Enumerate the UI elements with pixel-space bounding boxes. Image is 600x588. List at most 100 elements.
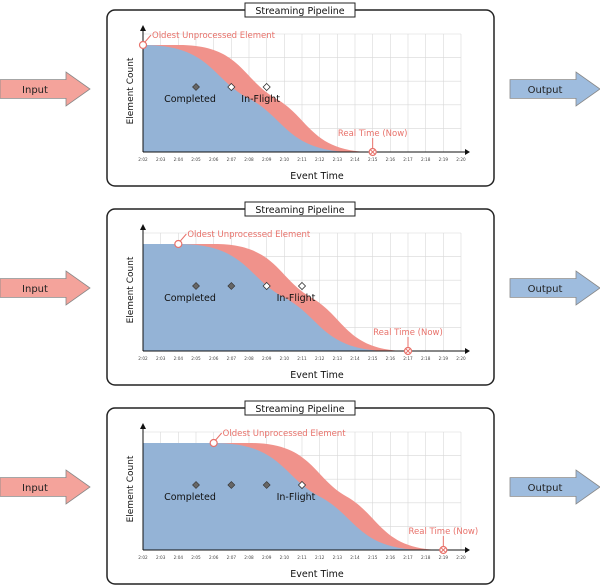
x-tick-label: 2:05	[191, 356, 201, 361]
completed-marker	[192, 83, 200, 91]
pipeline-panel: Streaming Pipeline 2:02 2:03 2:04 2:05 2:06 2:…	[106, 2, 495, 187]
x-tick-label: 2:02	[138, 356, 148, 361]
output-arrow: Output	[509, 270, 600, 306]
completed-marker	[227, 481, 236, 489]
oldest-element-leader	[144, 34, 152, 43]
oldest-element-leader	[179, 233, 187, 242]
completed-area	[143, 443, 426, 550]
x-tick-label: 2:18	[421, 555, 431, 560]
x-tick-label: 2:20	[456, 157, 466, 162]
y-axis-arrowhead	[140, 423, 146, 429]
title-box	[244, 400, 356, 416]
output-arrow-label: Output	[528, 85, 563, 96]
completed-area	[143, 45, 355, 152]
x-axis-label: Event Time	[290, 370, 344, 381]
completed-marker	[192, 481, 200, 489]
x-tick-label: 2:11	[297, 356, 307, 361]
oldest-element-marker	[174, 239, 183, 249]
x-tick-label: 2:09	[262, 555, 272, 560]
completed-label: Completed	[164, 492, 216, 503]
x-axis-arrowhead	[465, 547, 470, 553]
oldest-element-label: Oldest Unprocessed Element	[223, 429, 347, 439]
x-tick-label: 2:02	[138, 157, 148, 162]
x-tick-label: 2:16	[386, 555, 396, 560]
y-axis-arrowhead	[140, 224, 146, 230]
x-tick-label: 2:12	[315, 356, 325, 361]
x-tick-label: 2:05	[191, 555, 201, 560]
x-tick-label: 2:20	[456, 356, 466, 361]
x-tick-label: 2:08	[244, 157, 254, 162]
x-tick-label: 2:07	[227, 356, 237, 361]
x-tick-label: 2:12	[315, 157, 325, 162]
completed-label: Completed	[164, 293, 216, 304]
x-tick-label: 2:04	[174, 356, 184, 361]
x-tick-label: 2:18	[421, 356, 431, 361]
title-box	[244, 201, 356, 217]
x-axis-label: Event Time	[290, 569, 344, 580]
x-tick-label: 2:17	[403, 157, 413, 162]
x-tick-label: 2:04	[174, 555, 184, 560]
oldest-element-leader	[215, 432, 223, 441]
x-tick-label: 2:11	[297, 157, 307, 162]
now-label: Real Time (Now)	[338, 129, 408, 139]
x-tick-label: 2:03	[156, 157, 166, 162]
output-arrow-label: Output	[528, 284, 563, 295]
x-tick-label: 2:19	[439, 356, 449, 361]
x-tick-label: 2:15	[368, 555, 378, 560]
input-arrow-label: Input	[22, 483, 48, 494]
oldest-element-label: Oldest Unprocessed Element	[152, 31, 276, 41]
x-tick-label: 2:17	[403, 555, 413, 560]
inflight-label: In-Flight	[241, 94, 280, 105]
input-arrow-label: Input	[22, 284, 48, 295]
x-tick-label: 2:08	[244, 555, 254, 560]
now-label: Real Time (Now)	[373, 328, 443, 338]
x-tick-label: 2:06	[209, 157, 219, 162]
x-tick-label: 2:20	[456, 555, 466, 560]
x-tick-label: 2:18	[421, 157, 431, 162]
x-tick-label: 2:14	[350, 555, 360, 560]
title-box	[244, 2, 356, 18]
completed-marker	[192, 282, 200, 290]
pipeline-title: Streaming Pipeline	[255, 205, 344, 216]
pipeline-panel: Streaming Pipeline 2:02 2:03 2:04 2:05 2:06 2:…	[106, 201, 495, 386]
x-axis-arrowhead	[465, 348, 470, 354]
x-tick-label: 2:13	[333, 356, 343, 361]
input-arrow: Input	[0, 71, 91, 107]
oldest-element-label: Oldest Unprocessed Element	[187, 230, 311, 240]
oldest-element-marker	[138, 40, 148, 50]
x-tick-label: 2:14	[350, 157, 360, 162]
inflight-marker	[297, 480, 307, 490]
x-tick-label: 2:07	[227, 157, 237, 162]
oldest-element-marker	[209, 438, 218, 448]
completed-label: Completed	[164, 94, 216, 105]
x-tick-label: 2:06	[209, 555, 219, 560]
x-tick-label: 2:11	[297, 555, 307, 560]
x-tick-label: 2:15	[368, 356, 378, 361]
x-tick-label: 2:04	[174, 157, 184, 162]
x-tick-label: 2:17	[403, 356, 413, 361]
x-tick-label: 2:13	[333, 157, 343, 162]
pipeline-panel: Streaming Pipeline 2:02 2:03 2:04 2:05 2:06 2:…	[106, 400, 495, 585]
x-tick-label: 2:10	[280, 157, 290, 162]
x-tick-label: 2:19	[439, 157, 449, 162]
x-tick-label: 2:03	[156, 555, 166, 560]
inflight-marker	[262, 281, 271, 291]
x-tick-label: 2:13	[333, 555, 343, 560]
x-tick-label: 2:05	[191, 157, 201, 162]
now-label: Real Time (Now)	[408, 527, 478, 537]
x-axis-arrowhead	[465, 149, 470, 155]
inflight-marker	[297, 281, 307, 291]
x-tick-label: 2:02	[138, 555, 148, 560]
inflight-marker	[262, 82, 271, 92]
completed-area	[143, 244, 390, 351]
input-arrow: Input	[0, 469, 91, 505]
output-arrow-label: Output	[528, 483, 563, 494]
completed-marker	[227, 282, 236, 290]
x-tick-label: 2:14	[350, 356, 360, 361]
y-axis-arrowhead	[140, 25, 146, 31]
completed-marker	[262, 481, 271, 489]
x-tick-label: 2:19	[439, 555, 449, 560]
x-tick-label: 2:07	[227, 555, 237, 560]
inflight-label: In-Flight	[277, 293, 316, 304]
